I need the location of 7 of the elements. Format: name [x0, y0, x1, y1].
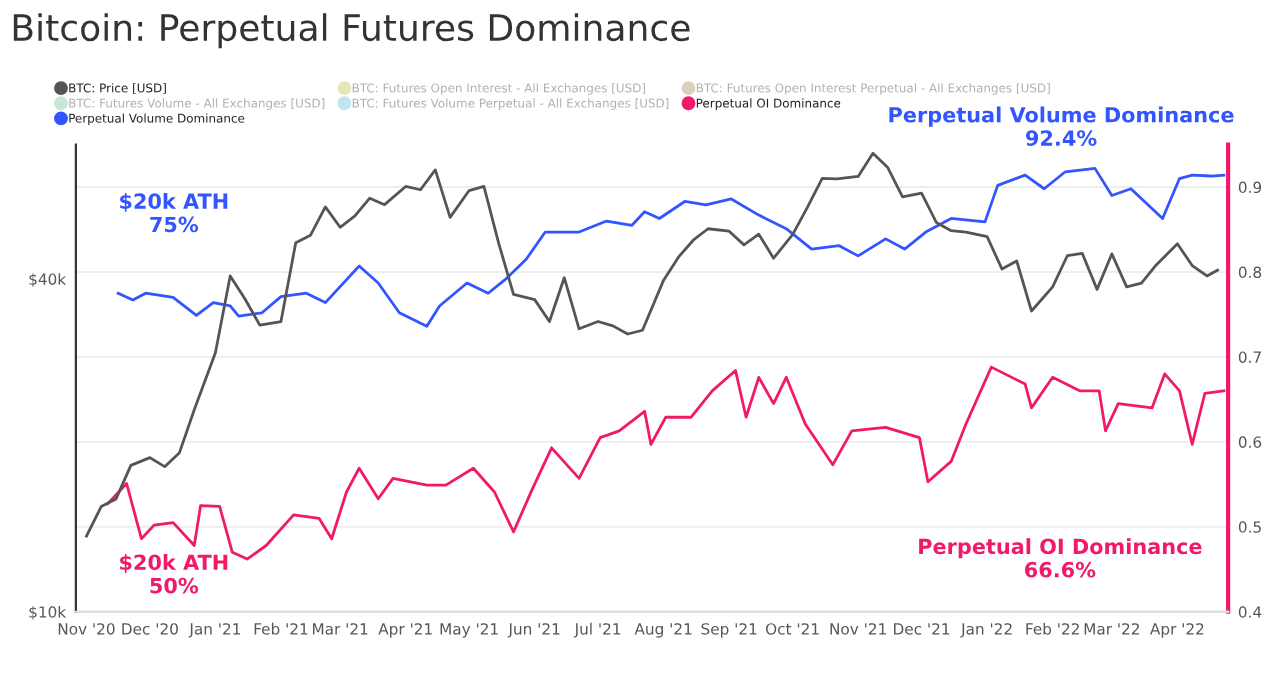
annotation: $20k ATH 50% [120, 554, 228, 594]
annotation: Perpetual OI Dominance 66.6% [919, 538, 1202, 578]
annotation: $20k ATH 75% [120, 192, 228, 233]
annotation: Perpetual Volume Dominance 92.4% [889, 106, 1234, 146]
line-series [85, 151, 1219, 538]
chart-title: Bitcoin: Perpetual Futures Dominance [13, 13, 690, 49]
line-series [116, 166, 1226, 328]
